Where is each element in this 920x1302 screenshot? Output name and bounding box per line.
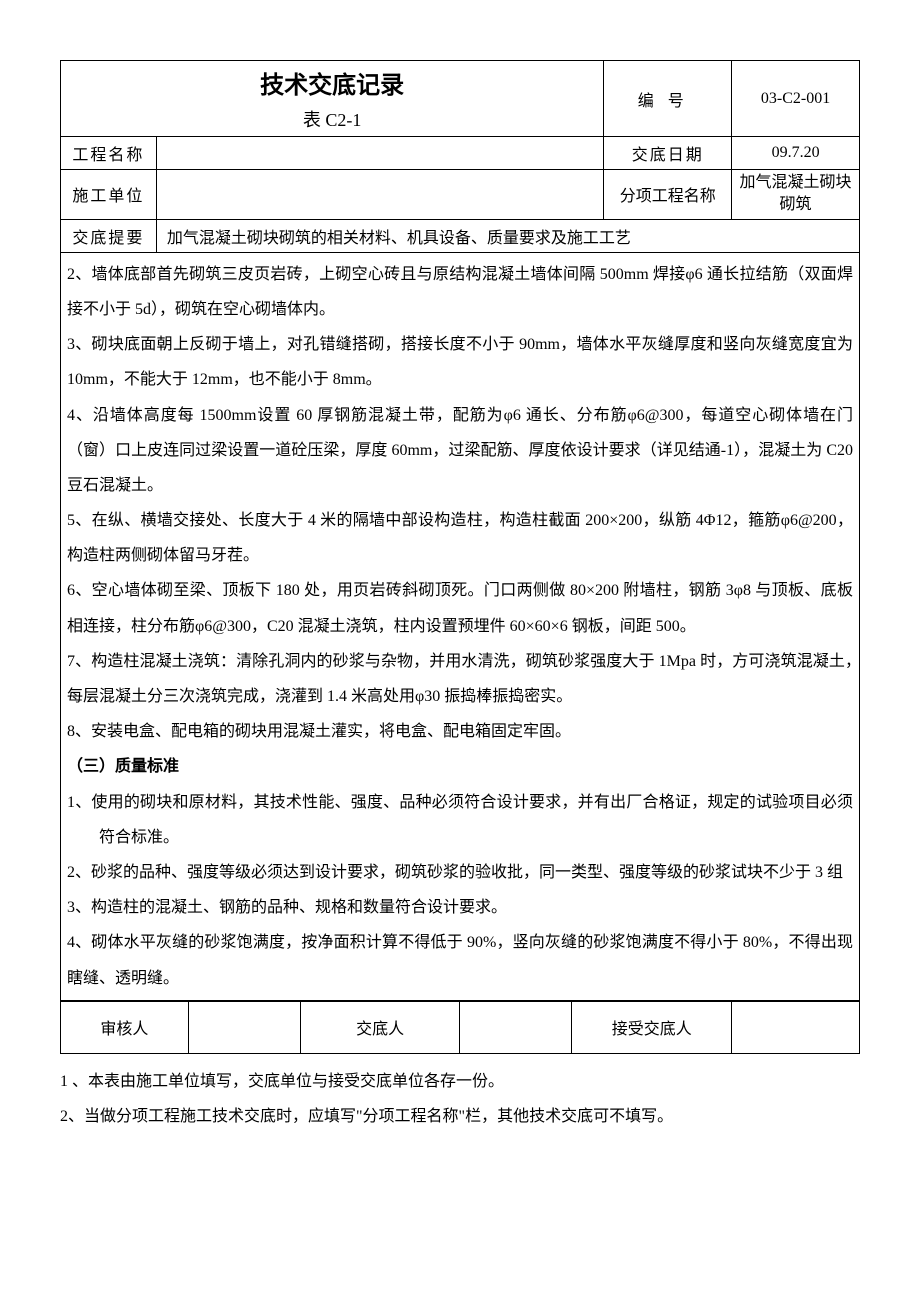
receiver-label: 接受交底人 bbox=[572, 1001, 732, 1053]
summary-label: 交底提要 bbox=[61, 219, 157, 252]
content-p5: 5、在纵、横墙交接处、长度大于 4 米的隔墙中部设构造柱，构造柱截面 200×2… bbox=[67, 503, 853, 573]
content-p3: 3、砌块底面朝上反砌于墙上，对孔错缝搭砌，搭接长度不小于 90mm，墙体水平灰缝… bbox=[67, 327, 853, 397]
summary-row: 交底提要 加气混凝土砌块砌筑的相关材料、机具设备、质量要求及施工工艺 bbox=[61, 219, 860, 252]
content-q1: 1、使用的砌块和原材料，其技术性能、强度、品种必须符合设计要求，并有出厂合格证，… bbox=[67, 785, 853, 855]
content-p4: 4、沿墙体高度每 1500mm设置 60 厚钢筋混凝土带，配筋为φ6 通长、分布… bbox=[67, 398, 853, 504]
content-p7: 7、构造柱混凝土浇筑：清除孔洞内的砂浆与杂物，并用水清洗，砌筑砂浆强度大于 1M… bbox=[67, 644, 853, 714]
project-name-label: 工程名称 bbox=[61, 137, 157, 170]
unit-row: 施工单位 分项工程名称 加气混凝土砌块砌筑 bbox=[61, 170, 860, 220]
sub-title: 表 C2-1 bbox=[67, 106, 597, 132]
content-q4: 4、砌体水平灰缝的砂浆饱满度，按净面积计算不得低于 90%，竖向灰缝的砂浆饱满度… bbox=[67, 925, 853, 995]
footer-note-2: 2、当做分项工程施工技术交底时，应填写"分项工程名称"栏，其他技术交底可不填写。 bbox=[60, 1099, 860, 1134]
content-p8: 8、安装电盒、配电箱的砌块用混凝土灌实，将电盒、配电箱固定牢固。 bbox=[67, 714, 853, 749]
content-q2: 2、砂浆的品种、强度等级必须达到设计要求，砌筑砂浆的验收批，同一类型、强度等级的… bbox=[67, 855, 853, 890]
unit-label: 施工单位 bbox=[61, 170, 157, 220]
document-table: 技术交底记录 表 C2-1 编号 03-C2-001 工程名称 交底日期 09.… bbox=[60, 60, 860, 1001]
date-label: 交底日期 bbox=[604, 137, 732, 170]
section-3-heading: （三）质量标准 bbox=[67, 749, 853, 784]
title-cell: 技术交底记录 表 C2-1 bbox=[61, 61, 604, 137]
bianhao-label: 编号 bbox=[604, 61, 732, 137]
footer-note-1: 1 、本表由施工单位填写，交底单位与接受交底单位各存一份。 bbox=[60, 1064, 860, 1099]
footer-notes: 1 、本表由施工单位填写，交底单位与接受交底单位各存一份。 2、当做分项工程施工… bbox=[60, 1054, 860, 1134]
reviewer-value bbox=[188, 1001, 300, 1053]
content-row: 2、墙体底部首先砌筑三皮页岩砖，上砌空心砖且与原结构混凝土墙体间隔 500mm … bbox=[61, 252, 860, 1000]
bianhao-value: 03-C2-001 bbox=[732, 61, 860, 137]
discloser-label: 交底人 bbox=[300, 1001, 460, 1053]
unit-value bbox=[156, 170, 603, 220]
signature-row: 审核人 交底人 接受交底人 bbox=[61, 1001, 860, 1053]
project-name-value bbox=[156, 137, 603, 170]
signature-table: 审核人 交底人 接受交底人 bbox=[60, 1001, 860, 1054]
content-q3: 3、构造柱的混凝土、钢筋的品种、规格和数量符合设计要求。 bbox=[67, 890, 853, 925]
project-row: 工程名称 交底日期 09.7.20 bbox=[61, 137, 860, 170]
main-title: 技术交底记录 bbox=[67, 65, 597, 100]
date-value: 09.7.20 bbox=[732, 137, 860, 170]
receiver-value bbox=[732, 1001, 860, 1053]
content-p6: 6、空心墙体砌至梁、顶板下 180 处，用页岩砖斜砌顶死。门口两侧做 80×20… bbox=[67, 573, 853, 643]
content-p2: 2、墙体底部首先砌筑三皮页岩砖，上砌空心砖且与原结构混凝土墙体间隔 500mm … bbox=[67, 257, 853, 327]
title-row: 技术交底记录 表 C2-1 编号 03-C2-001 bbox=[61, 61, 860, 137]
discloser-value bbox=[460, 1001, 572, 1053]
summary-value: 加气混凝土砌块砌筑的相关材料、机具设备、质量要求及施工工艺 bbox=[156, 219, 859, 252]
subitem-value: 加气混凝土砌块砌筑 bbox=[732, 170, 860, 220]
content-cell: 2、墙体底部首先砌筑三皮页岩砖，上砌空心砖且与原结构混凝土墙体间隔 500mm … bbox=[61, 252, 860, 1000]
reviewer-label: 审核人 bbox=[61, 1001, 189, 1053]
subitem-label: 分项工程名称 bbox=[604, 170, 732, 220]
